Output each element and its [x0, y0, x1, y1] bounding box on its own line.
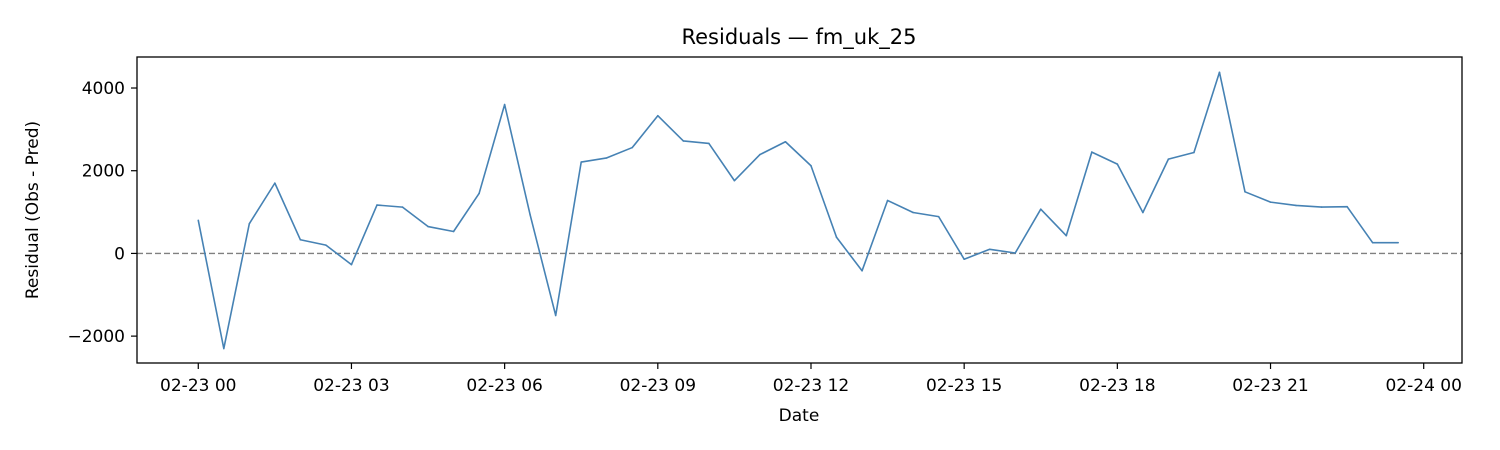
data-point	[580, 161, 583, 163]
data-point	[376, 204, 378, 206]
data-point	[759, 153, 761, 156]
data-point	[223, 347, 225, 350]
y-tick-label: −2000	[67, 327, 125, 347]
data-point	[248, 222, 251, 225]
data-point	[1014, 252, 1017, 254]
data-point	[810, 164, 812, 167]
data-point	[682, 140, 685, 142]
data-point	[197, 219, 200, 222]
data-point	[1269, 201, 1272, 203]
data-point	[631, 146, 634, 149]
data-point	[1142, 211, 1144, 214]
data-point	[350, 263, 353, 266]
data-point	[274, 182, 276, 184]
x-tick-label: 02-23 12	[773, 376, 849, 396]
data-point	[912, 211, 914, 214]
data-point	[529, 214, 531, 216]
data-point	[708, 142, 710, 145]
data-point	[1065, 234, 1068, 237]
data-point	[1116, 163, 1119, 165]
x-tick-label: 02-24 00	[1385, 376, 1461, 396]
data-point	[835, 236, 838, 239]
data-point	[478, 192, 480, 195]
plot-area	[137, 71, 1462, 350]
data-point	[1244, 191, 1246, 193]
x-tick-label: 02-23 21	[1232, 376, 1308, 396]
data-point	[452, 230, 455, 233]
data-point	[861, 269, 863, 272]
series-line-0	[197, 71, 1399, 350]
data-point	[325, 244, 327, 246]
data-point	[1193, 151, 1195, 154]
data-point	[299, 238, 302, 241]
data-point	[1167, 158, 1170, 160]
data-point	[657, 114, 659, 117]
data-point	[733, 179, 736, 182]
x-tick-label: 02-23 03	[313, 376, 389, 396]
data-point	[784, 140, 787, 143]
data-point	[1039, 208, 1042, 210]
y-axis: −2000 0 2000 4000	[67, 79, 137, 347]
data-point	[886, 199, 889, 202]
data-point	[554, 314, 557, 317]
data-point	[427, 225, 429, 228]
data-point	[605, 157, 608, 159]
data-point	[963, 258, 965, 261]
data-point	[1091, 151, 1093, 153]
plot-frame	[136, 56, 1463, 364]
x-tick-label: 02-23 00	[160, 376, 236, 396]
data-point	[1346, 205, 1348, 208]
x-axis: 02-23 00 02-23 03 02-23 06 02-23 09 02-23 12…	[160, 363, 1462, 396]
y-axis-label: Residual (Obs - Pred)	[23, 121, 43, 299]
x-axis-label: Date	[779, 406, 820, 426]
x-tick-label: 02-23 18	[1079, 376, 1155, 396]
y-tick-label: 2000	[82, 162, 125, 182]
data-point	[503, 103, 506, 106]
data-point	[1320, 206, 1323, 208]
data-point	[988, 248, 991, 251]
data-point	[1218, 71, 1221, 74]
y-tick-label: 4000	[82, 79, 125, 99]
x-tick-label: 02-23 15	[926, 376, 1002, 396]
data-point	[401, 206, 404, 208]
data-point	[937, 215, 940, 218]
y-tick-label: 0	[114, 244, 125, 264]
x-tick-label: 02-23 06	[466, 376, 542, 396]
data-point	[1397, 241, 1399, 244]
x-tick-label: 02-23 09	[620, 376, 696, 396]
data-point	[1295, 204, 1297, 207]
chart-title: Residuals — fm_uk_25	[681, 25, 916, 50]
data-point	[1371, 241, 1374, 244]
